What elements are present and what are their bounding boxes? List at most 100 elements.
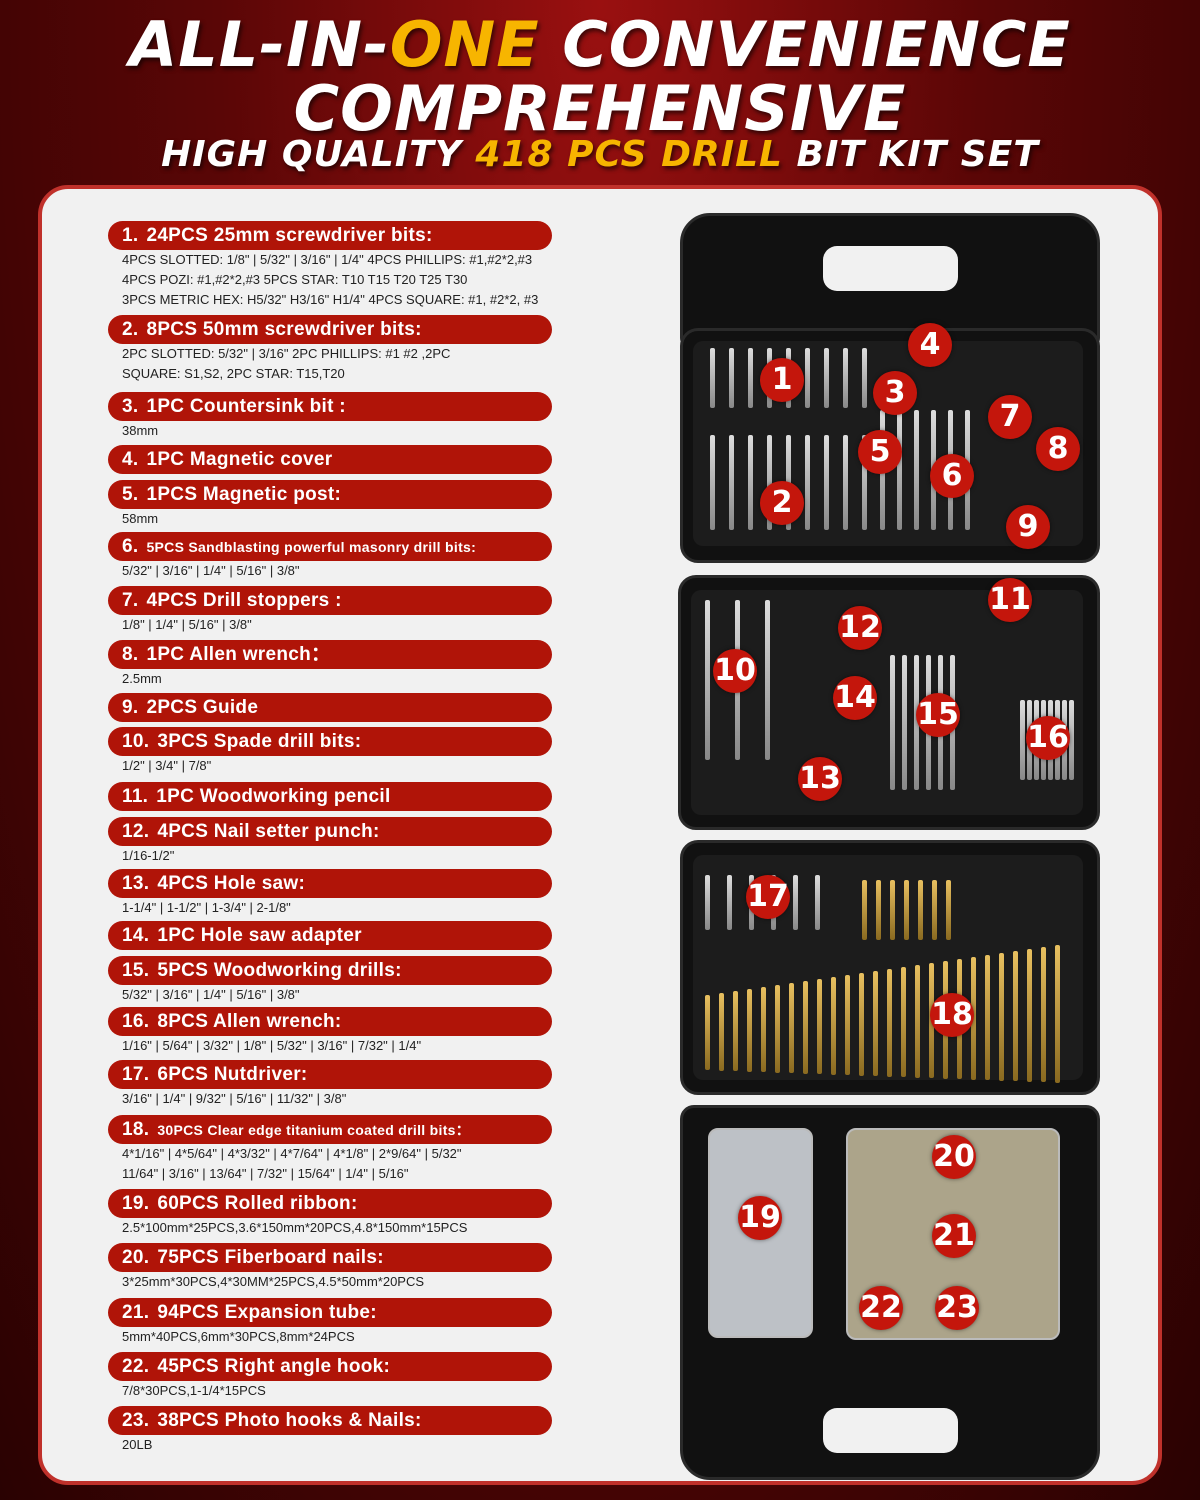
callout-number-badge: 6 <box>930 454 974 498</box>
drill-bit-graphic <box>710 348 715 408</box>
drill-bit-graphic <box>817 979 822 1074</box>
item-heading: 14. 1PC Hole saw adapter <box>108 921 552 950</box>
item-heading: 7. 4PCS Drill stoppers : <box>108 586 552 615</box>
drill-bit-graphic <box>897 410 902 530</box>
item-detail: 5/32" | 3/16" | 1/4" | 5/16" | 3/8" <box>122 563 300 578</box>
headline-line-2: COMPREHENSIVE <box>293 72 907 145</box>
drill-bit-graphic <box>748 348 753 408</box>
item-number: 22. <box>122 1356 150 1377</box>
callout-number-badge: 22 <box>859 1286 903 1330</box>
list-item: 20. 75PCS Fiberboard nails: 3*25mm*30PCS,4… <box>108 1243 668 1292</box>
item-heading: 2. 8PCS 50mm screwdriver bits: <box>108 315 552 344</box>
list-item: 12. 4PCS Nail setter punch: 1/16-1/2" <box>108 817 668 866</box>
drill-bit-graphic <box>705 875 710 930</box>
list-item: 9. 2PCS Guide <box>108 693 668 722</box>
item-label: 5PCS Woodworking drills: <box>157 960 402 981</box>
item-label: 30PCS Clear edge titanium coated drill b… <box>157 1122 471 1138</box>
drill-bit-graphic <box>862 435 867 530</box>
item-heading: 17. 6PCS Nutdriver: <box>108 1060 552 1089</box>
list-item: 19. 60PCS Rolled ribbon: 2.5*100mm*25PCS,3… <box>108 1189 668 1238</box>
item-heading: 10. 3PCS Spade drill bits: <box>108 727 552 756</box>
item-label: 1PC Hole saw adapter <box>157 925 362 946</box>
drill-bit-graphic <box>824 348 829 408</box>
item-heading: 4. 1PC Magnetic cover <box>108 445 552 474</box>
item-heading: 11. 1PC Woodworking pencil <box>108 782 552 811</box>
drill-bit-graphic <box>932 880 937 940</box>
drill-bit-graphic <box>1069 700 1074 780</box>
drill-bit-graphic <box>901 967 906 1077</box>
item-heading: 9. 2PCS Guide <box>108 693 552 722</box>
callout-number-badge: 23 <box>935 1286 979 1330</box>
item-heading: 22. 45PCS Right angle hook: <box>108 1352 552 1381</box>
drill-bit-graphic <box>915 965 920 1078</box>
drill-bit-graphic <box>805 348 810 408</box>
item-number: 3. <box>122 396 139 417</box>
list-item: 3. 1PC Countersink bit : 38mm <box>108 392 668 441</box>
drill-bit-graphic <box>845 975 850 1075</box>
item-number: 12. <box>122 821 150 842</box>
subheadline-part: HIGH QUALITY <box>161 134 476 175</box>
item-label: 4PCS Hole saw: <box>157 873 306 894</box>
item-label: 60PCS Rolled ribbon: <box>157 1193 358 1214</box>
item-label: 1PCS Magnetic post: <box>146 484 342 505</box>
list-item: 16. 8PCS Allen wrench: 1/16" | 5/64" | 3/3… <box>108 1007 668 1056</box>
item-number: 14. <box>122 925 150 946</box>
callout-number-badge: 13 <box>798 757 842 801</box>
item-detail: SQUARE: S1,S2, 2PC STAR: T15,T20 <box>122 366 345 381</box>
item-number: 21. <box>122 1302 150 1323</box>
drill-bit-graphic <box>887 969 892 1077</box>
item-detail: 3PCS METRIC HEX: H5/32" H3/16" H1/4" 4PC… <box>122 292 539 307</box>
item-detail: 4*1/16" | 4*5/64" | 4*3/32" | 4*7/64" | … <box>122 1146 462 1161</box>
drill-bit-graphic <box>727 875 732 930</box>
item-label: 4PCS Drill stoppers : <box>146 590 342 611</box>
item-label: 2PCS Guide <box>146 697 259 718</box>
drill-bit-graphic <box>914 410 919 530</box>
callout-number-badge: 19 <box>738 1196 782 1240</box>
item-heading: 15. 5PCS Woodworking drills: <box>108 956 552 985</box>
list-item: 2. 8PCS 50mm screwdriver bits: 2PC SLOTTED… <box>108 315 668 384</box>
drill-bit-graphic <box>890 880 895 940</box>
callout-number-badge: 21 <box>932 1214 976 1258</box>
headline-part: ALL-IN- <box>129 8 390 81</box>
item-detail: 4PCS SLOTTED: 1/8" | 5/32" | 3/16" | 1/4… <box>122 252 533 267</box>
drill-bit-graphic <box>902 655 907 790</box>
drill-bit-graphic <box>733 991 738 1071</box>
drill-bit-graphic <box>859 973 864 1076</box>
callout-number-badge: 5 <box>858 430 902 474</box>
item-number: 6. <box>122 536 139 557</box>
drill-bit-graphic <box>831 977 836 1075</box>
callout-number-badge: 12 <box>838 606 882 650</box>
item-detail: 5/32" | 3/16" | 1/4" | 5/16" | 3/8" <box>122 987 300 1002</box>
item-number: 10. <box>122 731 150 752</box>
item-detail: 38mm <box>122 423 159 438</box>
list-item: 1. 24PCS 25mm screwdriver bits: 4PCS SLOTT… <box>108 221 668 310</box>
item-heading: 3. 1PC Countersink bit : <box>108 392 552 421</box>
list-item: 8. 1PC Allen wrench： 2.5mm <box>108 640 668 689</box>
item-detail: 20LB <box>122 1437 153 1452</box>
item-number: 23. <box>122 1410 150 1431</box>
list-item: 6. 5PCS Sandblasting powerful masonry dri… <box>108 532 668 581</box>
item-number: 18. <box>122 1119 150 1140</box>
drill-bit-graphic <box>705 600 710 760</box>
drill-bit-graphic <box>873 971 878 1076</box>
headline-part: CONVENIENCE <box>539 8 1071 81</box>
callout-number-badge: 11 <box>988 578 1032 622</box>
item-number: 2. <box>122 319 139 340</box>
callout-number-badge: 8 <box>1036 427 1080 471</box>
callout-number-badge: 16 <box>1026 716 1070 760</box>
callout-number-badge: 20 <box>932 1135 976 1179</box>
item-heading: 20. 75PCS Fiberboard nails: <box>108 1243 552 1272</box>
item-number: 5. <box>122 484 139 505</box>
callout-number-badge: 10 <box>713 649 757 693</box>
item-label: 1PC Woodworking pencil <box>156 786 391 807</box>
item-heading: 18. 30PCS Clear edge titanium coated dril… <box>108 1115 552 1144</box>
item-detail: 11/64" | 3/16" | 13/64" | 7/32" | 15/64"… <box>122 1166 409 1181</box>
drill-bit-graphic <box>775 985 780 1073</box>
item-label: 38PCS Photo hooks & Nails: <box>157 1410 422 1431</box>
item-label: 1PC Countersink bit : <box>146 396 346 417</box>
drill-bit-graphic <box>918 880 923 940</box>
item-heading: 16. 8PCS Allen wrench: <box>108 1007 552 1036</box>
item-label: 94PCS Expansion tube: <box>157 1302 377 1323</box>
drill-bit-graphic <box>815 875 820 930</box>
drill-bit-graphic <box>904 880 909 940</box>
